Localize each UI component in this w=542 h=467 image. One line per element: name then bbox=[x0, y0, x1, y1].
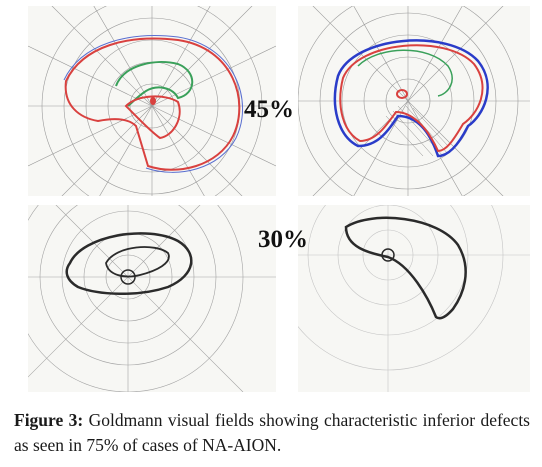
percentage-label-bottom: 30% bbox=[258, 226, 308, 253]
figure-3: 45% 30% bbox=[28, 6, 530, 392]
isopter-inner-black bbox=[105, 246, 170, 278]
caption-label: Figure 3: bbox=[14, 410, 84, 430]
isopter-inner-green bbox=[115, 61, 194, 107]
isopter-small-red bbox=[124, 95, 181, 140]
percentage-label-top: 45% bbox=[244, 96, 294, 123]
central-isopter bbox=[120, 269, 136, 285]
caption-text: Goldmann visual fields showing character… bbox=[14, 410, 530, 455]
isopter-outer-red bbox=[339, 44, 484, 153]
visual-field-chart-bottom-right bbox=[298, 205, 530, 392]
isopter-outer-black bbox=[65, 232, 193, 295]
figure-caption: Figure 3: Goldmann visual fields showing… bbox=[14, 408, 530, 458]
blind-spot bbox=[150, 97, 156, 105]
isopter-inner-green bbox=[357, 49, 453, 97]
central-isopter bbox=[381, 248, 395, 262]
isopter-outer-blue bbox=[63, 35, 244, 173]
isopter-outer-red bbox=[64, 37, 241, 171]
isopter-outer-blue bbox=[333, 39, 489, 158]
isopter-outer-black bbox=[344, 216, 467, 320]
blind-spot bbox=[396, 89, 408, 99]
visual-field-chart-top-left bbox=[28, 6, 276, 196]
visual-field-chart-bottom-left bbox=[28, 205, 276, 392]
visual-field-chart-top-right bbox=[298, 6, 530, 196]
